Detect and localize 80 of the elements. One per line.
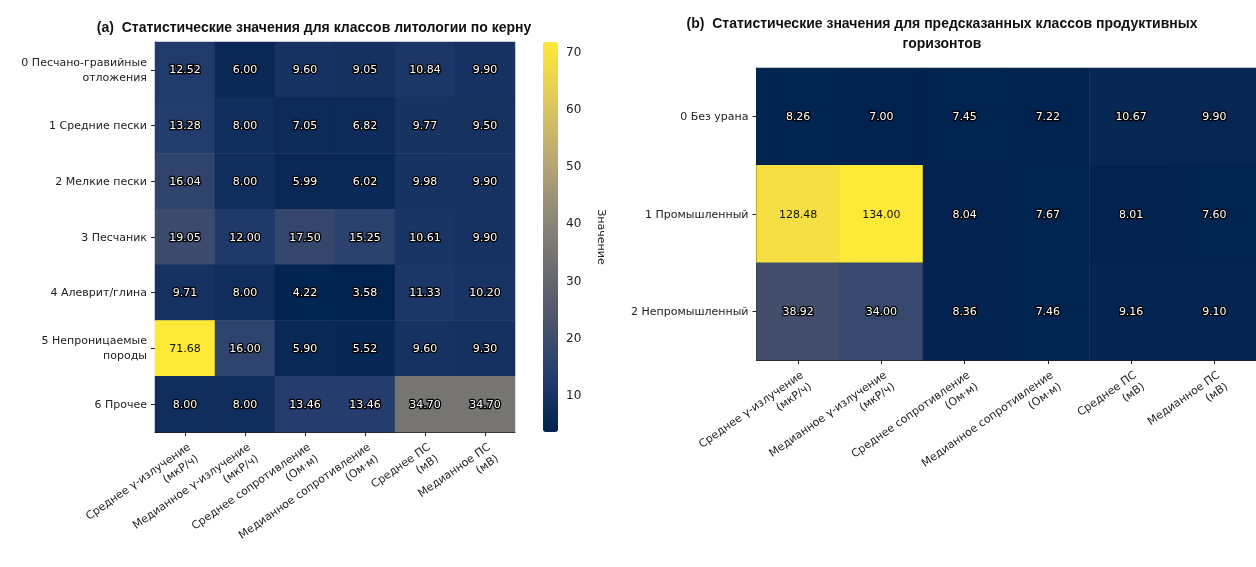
data-label: 9.90	[472, 63, 498, 77]
color-bar-title: Значение	[595, 209, 608, 265]
data-label: 9.10	[1202, 304, 1227, 318]
data-label: 6.02	[352, 174, 378, 188]
data-label: 7.45	[952, 110, 977, 124]
color-bar-label: 60	[566, 101, 582, 116]
data-label: 11.33	[409, 286, 441, 300]
chart-title: (a) Статистические значения для классов литологии по керну	[96, 19, 532, 35]
data-label: 13.28	[169, 119, 201, 133]
data-label: 5.90	[292, 341, 318, 355]
data-label: 8.00	[232, 397, 258, 411]
data-label: 9.60	[292, 63, 318, 77]
data-label: 8.00	[172, 397, 198, 411]
data-label: 7.67	[1035, 207, 1061, 221]
y-tick-label: 5 Непроницаемые породы	[41, 334, 148, 363]
data-label: 5.52	[352, 341, 378, 355]
data-label: 5.99	[292, 174, 318, 188]
data-label: 10.84	[409, 63, 441, 77]
data-label: 7.22	[1035, 110, 1061, 124]
data-label: 38.92	[782, 304, 814, 318]
data-label: 7.00	[869, 110, 894, 124]
data-label: 9.90	[1202, 110, 1227, 124]
data-label: 8.00	[232, 286, 258, 300]
data-label: 7.46	[1035, 304, 1061, 318]
data-label: 34.70	[469, 397, 501, 411]
data-label: 9.16	[1118, 304, 1144, 318]
data-label: 134.00	[862, 207, 901, 221]
data-label: 15.25	[349, 230, 381, 244]
y-tick-label: 1 Промышленный	[644, 207, 749, 221]
data-label: 13.46	[349, 397, 381, 411]
data-label: 9.60	[412, 341, 438, 355]
data-label: 34.70	[409, 397, 441, 411]
data-label: 8.00	[232, 174, 258, 188]
y-tick-label: 6 Прочее	[94, 397, 148, 411]
data-label: 19.05	[169, 230, 201, 244]
data-label: 128.48	[778, 207, 818, 221]
data-label: 4.22	[292, 286, 318, 300]
data-label: 6.00	[232, 63, 258, 77]
color-bar-label: 70	[566, 44, 582, 59]
y-tick-label: 4 Алеврит/глина	[50, 286, 147, 300]
data-label: 7.05	[292, 119, 318, 133]
chart-title: (b) Статистические значения для предсказанных классов продуктивных горизонтов	[686, 15, 1198, 51]
y-tick-label: 0 Песчано-гравийные отложения	[21, 55, 148, 84]
data-label: 12.52	[169, 63, 201, 77]
data-label: 3.58	[352, 286, 378, 300]
data-label: 9.71	[172, 286, 198, 300]
color-bar-label: 20	[566, 330, 582, 345]
data-label: 7.60	[1202, 207, 1227, 221]
data-label: 9.05	[352, 63, 378, 77]
data-label: 10.67	[1115, 110, 1147, 124]
data-label: 13.46	[289, 397, 321, 411]
data-label: 10.61	[409, 230, 441, 244]
data-label: 9.30	[472, 341, 498, 355]
data-label: 9.90	[472, 230, 498, 244]
data-label: 8.00	[232, 119, 258, 133]
data-label: 9.77	[412, 119, 438, 133]
color-bar-label: 40	[566, 216, 582, 231]
color-bar-label: 50	[566, 159, 582, 174]
data-label: 16.00	[229, 341, 261, 355]
data-label: 8.36	[952, 304, 977, 318]
data-label: 10.20	[469, 286, 501, 300]
y-tick-label: 1 Средние пески	[49, 119, 147, 133]
data-label: 12.00	[229, 230, 261, 244]
data-label: 9.90	[472, 174, 498, 188]
data-label: 6.82	[352, 119, 378, 133]
y-tick-label: 0 Без урана	[680, 110, 749, 124]
data-label: 8.01	[1118, 207, 1144, 221]
color-bar-label: 10	[566, 388, 582, 403]
color-bar-label: 30	[566, 273, 582, 288]
data-label: 8.26	[785, 110, 811, 124]
y-tick-label: 2 Непромышленный	[630, 304, 749, 318]
data-label: 71.68	[169, 341, 201, 355]
data-label: 17.50	[289, 230, 321, 244]
data-label: 16.04	[169, 174, 201, 188]
data-label: 8.04	[952, 207, 977, 221]
y-tick-label: 3 Песчаник	[81, 230, 148, 244]
data-label: 9.50	[472, 119, 498, 133]
y-tick-label: 2 Мелкие пески	[55, 174, 147, 188]
data-label: 34.00	[865, 304, 898, 318]
data-label: 9.98	[412, 174, 438, 188]
